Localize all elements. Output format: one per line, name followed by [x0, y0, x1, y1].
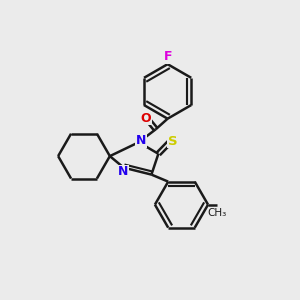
- Text: N: N: [118, 165, 128, 178]
- Text: N: N: [136, 134, 146, 147]
- Text: O: O: [141, 112, 152, 125]
- Text: S: S: [168, 135, 178, 148]
- Text: F: F: [164, 50, 172, 63]
- Text: CH₃: CH₃: [208, 208, 227, 218]
